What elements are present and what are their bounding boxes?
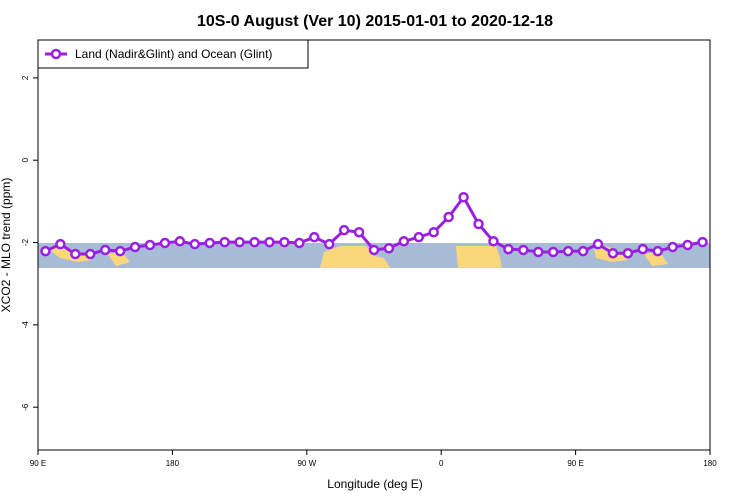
data-point [85, 248, 96, 260]
data-point [458, 191, 469, 203]
data-point [637, 243, 649, 255]
data-point [682, 239, 693, 251]
data-point [667, 241, 678, 253]
data-point [234, 236, 245, 248]
data-point [398, 236, 410, 247]
legend-marker [50, 48, 62, 60]
data-point [697, 236, 708, 248]
data-point [503, 243, 514, 255]
x-tick-label: 90 W [297, 459, 316, 468]
x-tick-label: 90 E [567, 459, 583, 468]
data-point [592, 238, 604, 250]
data-point [368, 244, 380, 256]
data-point [577, 245, 589, 257]
legend-label: Land (Nadir&Glint) and Ocean (Glint) [75, 47, 272, 61]
data-point [547, 246, 559, 258]
x-tick-label: 180 [166, 459, 180, 468]
data-point [488, 236, 499, 247]
data-point [70, 248, 81, 260]
data-point [99, 244, 111, 256]
data-point [428, 226, 439, 238]
data-point [518, 244, 529, 256]
x-tick-label: 0 [439, 459, 444, 468]
data-point [174, 236, 186, 247]
data-point [219, 236, 230, 248]
data-point [652, 245, 663, 257]
data-point [607, 247, 619, 259]
data-point [413, 231, 425, 243]
data-point [443, 211, 454, 223]
data-point [562, 245, 574, 257]
data-point [353, 226, 365, 238]
data-point [40, 245, 51, 257]
chart-title: 10S-0 August (Ver 10) 2015-01-01 to 2020… [197, 13, 553, 30]
y-axis-label: XCO2 - MLO trend (ppm) [0, 178, 13, 313]
plot-frame [37, 39, 711, 451]
y-tick-label: -4 [21, 321, 30, 329]
x-tick-label: 90 E [30, 459, 46, 468]
data-point [159, 237, 171, 249]
data-point [622, 247, 634, 259]
legend-box [37, 39, 309, 69]
data-point [323, 238, 335, 250]
data-point [533, 246, 544, 258]
data-point [338, 224, 350, 236]
data-point [249, 236, 260, 248]
data-point [294, 237, 305, 249]
y-tick-label: -6 [21, 403, 30, 411]
x-tick-label: 180 [703, 459, 717, 468]
data-point [204, 237, 215, 249]
y-tick-label: -2 [21, 238, 30, 246]
data-point [129, 241, 141, 253]
data-point [264, 236, 275, 248]
data-point [473, 218, 484, 230]
data-point [383, 243, 395, 254]
y-tick-label: 2 [21, 75, 30, 80]
y-tick-label: 0 [21, 157, 30, 162]
data-point [114, 245, 126, 257]
data-point [279, 236, 290, 248]
data-point [189, 238, 201, 250]
data-point [55, 238, 66, 250]
x-axis-label: Longitude (deg E) [327, 477, 422, 491]
data-point [144, 239, 156, 251]
data-point [309, 231, 320, 243]
